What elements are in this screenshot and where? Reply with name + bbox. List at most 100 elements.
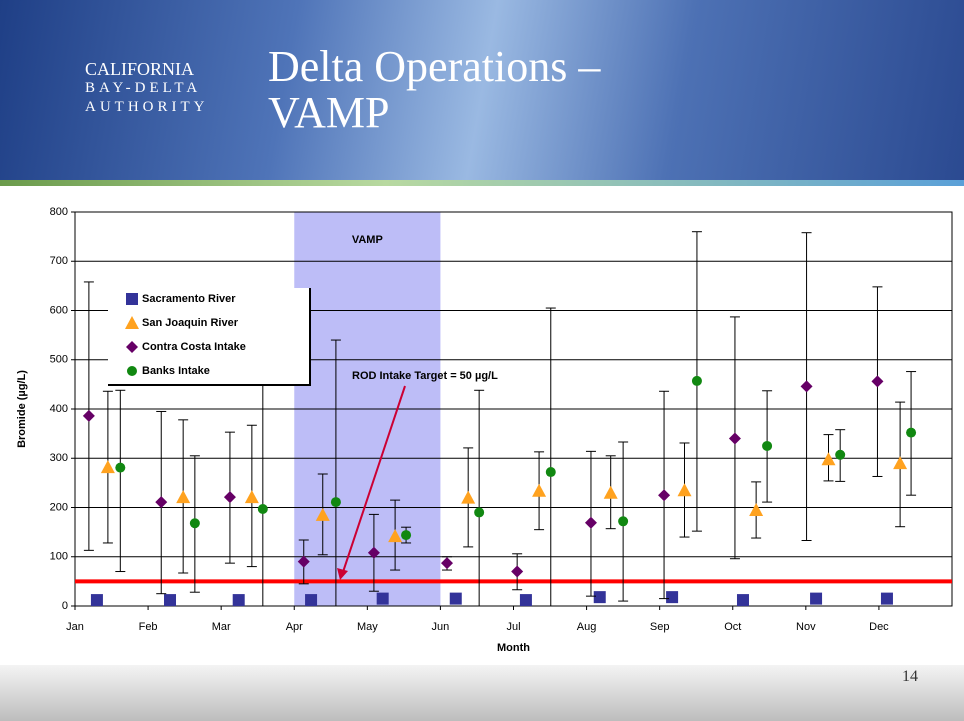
- data-point: [603, 485, 618, 499]
- data-point: [880, 592, 893, 605]
- data-point: [164, 594, 177, 607]
- data-point: [800, 380, 813, 393]
- data-point: [297, 555, 310, 568]
- x-axis-label: Month: [497, 642, 530, 654]
- legend-marker: [125, 316, 139, 329]
- x-tick-label: Jun: [432, 621, 450, 633]
- x-tick-label: Sep: [650, 621, 670, 633]
- data-point: [223, 491, 236, 504]
- x-tick-label: Mar: [212, 621, 231, 633]
- x-tick-label: Oct: [724, 621, 741, 633]
- data-point: [545, 467, 556, 478]
- data-point: [677, 483, 692, 497]
- y-tick-label: 800: [50, 206, 68, 218]
- data-point: [906, 427, 917, 438]
- data-point: [232, 594, 245, 607]
- y-tick-label: 300: [50, 452, 68, 464]
- y-tick-label: 600: [50, 304, 68, 316]
- data-point: [461, 490, 476, 504]
- data-point: [871, 375, 884, 388]
- data-point: [749, 502, 764, 516]
- data-point: [257, 503, 268, 514]
- y-tick-label: 500: [50, 354, 68, 366]
- data-point: [736, 594, 749, 607]
- data-point: [401, 530, 412, 541]
- data-point: [367, 546, 380, 559]
- legend-label: Sacramento River: [142, 293, 236, 305]
- data-point: [376, 592, 389, 605]
- data-point: [82, 409, 95, 422]
- data-point: [474, 507, 485, 518]
- data-point: [593, 591, 606, 604]
- x-tick-label: Dec: [869, 621, 889, 633]
- logo-line: BAY-DELTA: [85, 80, 202, 96]
- error-bar: [545, 307, 556, 607]
- x-tick-label: Jan: [66, 621, 84, 633]
- legend-marker: [126, 293, 138, 305]
- data-point: [666, 591, 679, 604]
- x-tick-label: Apr: [286, 621, 303, 633]
- footer-background: [0, 665, 964, 721]
- error-bar: [115, 389, 126, 573]
- data-point: [100, 460, 115, 474]
- y-tick-label: 200: [50, 501, 68, 513]
- data-point: [315, 507, 330, 521]
- data-point: [176, 490, 191, 504]
- annotation-arrow: [342, 385, 406, 573]
- legend-label: San Joaquin River: [142, 317, 239, 329]
- legend-border: [108, 288, 311, 386]
- data-point: [584, 516, 597, 529]
- arrow-head: [337, 568, 348, 580]
- data-point: [618, 516, 629, 527]
- data-point: [511, 565, 524, 578]
- data-point: [305, 594, 318, 607]
- y-tick-label: 700: [50, 255, 68, 267]
- data-point: [532, 483, 547, 497]
- data-point: [519, 594, 532, 607]
- y-axis-label: Bromide (µg/L): [16, 370, 28, 448]
- y-tick-label: 0: [62, 600, 68, 612]
- legend-label: Banks Intake: [142, 365, 210, 377]
- data-point: [728, 432, 741, 445]
- target-annotation: ROD Intake Target = 50 µg/L: [352, 370, 498, 382]
- legend-label: Contra Costa Intake: [142, 341, 246, 353]
- logo: CALIFORNIA BAY-DELTA AUTHORITY: [85, 60, 209, 117]
- logo-line: AUTHORITY: [85, 99, 209, 115]
- y-tick-label: 100: [50, 551, 68, 563]
- data-point: [691, 375, 702, 386]
- data-point: [330, 497, 341, 508]
- x-tick-label: Jul: [506, 621, 520, 633]
- error-bar: [474, 389, 485, 607]
- header-background: [0, 0, 964, 184]
- x-tick-label: Nov: [796, 621, 816, 633]
- data-point: [440, 557, 453, 570]
- error-bar: [257, 381, 268, 607]
- data-point: [835, 449, 846, 460]
- data-point: [115, 462, 126, 473]
- data-point: [658, 489, 671, 502]
- data-point: [821, 452, 836, 466]
- slide-title: Delta Operations – VAMP: [268, 42, 601, 137]
- data-point: [388, 529, 403, 543]
- header-stripe: [0, 180, 964, 186]
- plot-frame: [74, 211, 953, 607]
- y-tick-label: 400: [50, 403, 68, 415]
- x-tick-label: Aug: [577, 621, 597, 633]
- data-point: [810, 592, 823, 605]
- x-tick-label: Feb: [139, 621, 158, 633]
- page-number: 14: [902, 668, 918, 685]
- data-point: [155, 496, 168, 509]
- legend-box: [108, 288, 310, 385]
- logo-line: CALIFORNIA: [85, 59, 195, 79]
- error-bar: [330, 339, 341, 607]
- legend-marker: [127, 366, 137, 376]
- data-point: [244, 490, 259, 504]
- x-tick-label: May: [357, 621, 378, 633]
- span-label: VAMP: [352, 234, 383, 246]
- data-point: [762, 440, 773, 451]
- data-point: [189, 518, 200, 529]
- data-point: [449, 592, 462, 605]
- data-point: [90, 594, 103, 607]
